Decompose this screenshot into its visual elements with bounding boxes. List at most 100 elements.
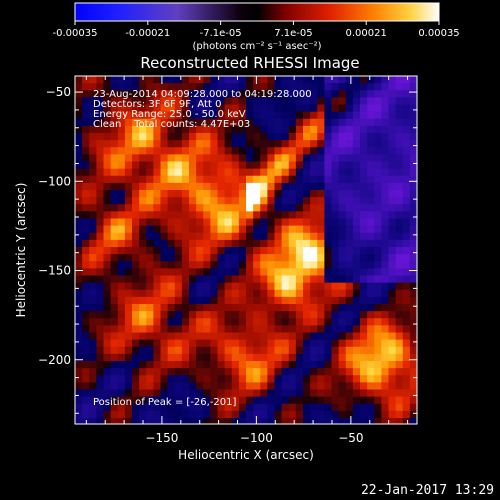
heatmap-cell — [196, 346, 204, 355]
heatmap-cell — [395, 268, 404, 276]
heatmap-cell — [409, 361, 417, 369]
heatmap-cell — [217, 332, 226, 341]
heatmap-cell — [103, 311, 112, 319]
heatmap-cell — [117, 368, 126, 376]
heatmap-cell — [238, 125, 247, 134]
heatmap-cell — [181, 197, 190, 205]
heatmap-cell — [352, 382, 361, 390]
heatmap-cell — [402, 90, 411, 98]
heatmap-cell — [295, 197, 304, 205]
heatmap-cell — [317, 104, 325, 113]
heatmap-cell — [288, 296, 297, 305]
heatmap-cell — [231, 118, 240, 127]
heatmap-cell — [124, 175, 133, 184]
heatmap-cell — [388, 389, 397, 398]
heatmap-cell — [388, 175, 397, 184]
heatmap-cell — [295, 289, 304, 298]
heatmap-cell — [345, 268, 354, 276]
heatmap-cell — [89, 296, 97, 305]
heatmap-cell — [324, 353, 332, 362]
heatmap-cell — [360, 147, 368, 155]
heatmap-cell — [238, 247, 247, 255]
heatmap-cell — [196, 325, 204, 333]
heatmap-cell — [274, 133, 283, 141]
heatmap-cell — [89, 254, 97, 262]
heatmap-cell — [210, 154, 218, 162]
heatmap-cell — [146, 225, 154, 234]
heatmap-cell — [388, 239, 397, 248]
heatmap-cell — [203, 261, 211, 269]
heatmap-cell — [324, 218, 332, 227]
heatmap-cell — [303, 111, 311, 120]
heatmap-cell — [224, 111, 233, 120]
heatmap-cell — [174, 168, 183, 177]
heatmap-cell — [75, 254, 83, 262]
heatmap-cell — [310, 275, 318, 284]
heatmap-cell — [281, 304, 290, 312]
heatmap-cell — [238, 368, 247, 376]
heatmap-cell — [210, 83, 218, 91]
heatmap-cell — [345, 140, 354, 148]
heatmap-cell — [260, 111, 268, 120]
heatmap-cell — [295, 247, 304, 255]
heatmap-cell — [388, 225, 397, 234]
heatmap-cell — [402, 339, 411, 348]
heatmap-cell — [381, 339, 389, 348]
heatmap-cell — [288, 418, 297, 424]
heatmap-cell — [89, 168, 97, 177]
heatmap-cell — [253, 161, 261, 170]
heatmap-cell — [402, 83, 411, 91]
heatmap-cell — [189, 304, 197, 312]
heatmap-cell — [231, 190, 240, 198]
heatmap-cell — [189, 353, 197, 362]
heatmap-cell — [210, 247, 218, 255]
heatmap-cell — [260, 175, 268, 184]
heatmap-cell — [181, 190, 190, 198]
heatmap-cell — [146, 311, 154, 319]
heatmap-cell — [374, 147, 382, 155]
heatmap-cell — [124, 182, 133, 191]
heatmap-cell — [246, 218, 254, 227]
heatmap-cell — [352, 83, 361, 91]
heatmap-cell — [196, 97, 204, 105]
heatmap-cell — [117, 211, 126, 219]
heatmap-cell — [295, 225, 304, 234]
heatmap-cell — [338, 361, 347, 369]
heatmap-cell — [160, 218, 169, 227]
heatmap-cell — [217, 239, 226, 248]
heatmap-cell — [160, 268, 169, 276]
heatmap-cell — [217, 418, 226, 424]
heatmap-cell — [310, 332, 318, 341]
heatmap-cell — [352, 133, 361, 141]
heatmap-cell — [167, 375, 176, 383]
heatmap-cell — [317, 118, 325, 127]
heatmap-cell — [124, 133, 133, 141]
heatmap-cell — [388, 275, 397, 284]
heatmap-cell — [360, 182, 368, 191]
heatmap-cell — [224, 76, 233, 84]
heatmap-cell — [153, 332, 161, 341]
heatmap-cell — [381, 197, 389, 205]
heatmap-cell — [303, 382, 311, 390]
heatmap-cell — [124, 111, 133, 120]
heatmap-cell — [409, 382, 417, 390]
heatmap-cell — [352, 97, 361, 105]
heatmap-cell — [381, 168, 389, 177]
heatmap-cell — [338, 382, 347, 390]
heatmap-cell — [110, 140, 119, 148]
heatmap-cell — [196, 318, 204, 326]
heatmap-cell — [367, 289, 375, 298]
heatmap-cell — [402, 418, 411, 424]
heatmap-cell — [189, 311, 197, 319]
heatmap-cell — [303, 90, 311, 98]
heatmap-cell — [288, 318, 297, 326]
heatmap-cell — [409, 225, 417, 234]
heatmap-cell — [317, 261, 325, 269]
heatmap-cell — [174, 211, 183, 219]
heatmap-cell — [189, 268, 197, 276]
heatmap-cell — [303, 197, 311, 205]
heatmap-cell — [231, 232, 240, 241]
heatmap-cell — [110, 111, 119, 120]
heatmap-cell — [181, 410, 190, 419]
heatmap-cell — [196, 361, 204, 369]
